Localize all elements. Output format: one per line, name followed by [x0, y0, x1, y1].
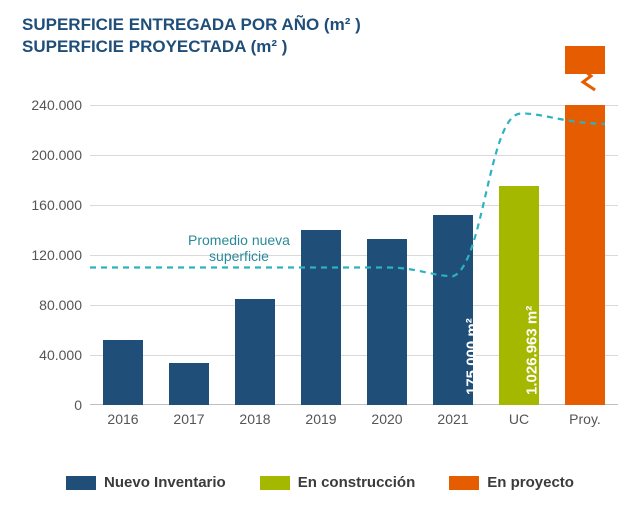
- bar-broken-top: [565, 46, 606, 74]
- x-tick-label: 2019: [305, 405, 336, 427]
- x-tick-label: 2018: [239, 405, 270, 427]
- y-tick-label: 200.000: [31, 147, 90, 163]
- legend-item-uc: En construcción: [260, 474, 416, 491]
- y-tick-label: 40.000: [39, 347, 90, 363]
- legend-swatch: [260, 476, 290, 490]
- x-tick-label: 2016: [107, 405, 138, 427]
- y-tick-label: 240.000: [31, 97, 90, 113]
- grid-line: [90, 105, 618, 106]
- y-tick-label: 160.000: [31, 197, 90, 213]
- title-line2: SUPERFICIE PROYECTADA (m² ): [22, 36, 618, 58]
- bar-value-label: 175.000 m²: [464, 318, 481, 395]
- legend: Nuevo Inventario En construcción En proy…: [0, 474, 640, 491]
- avg-label: Promedio nuevasuperficie: [169, 232, 309, 266]
- y-tick-label: 120.000: [31, 247, 90, 263]
- legend-item-nuevo: Nuevo Inventario: [66, 474, 226, 491]
- chart: 040.00080.000120.000160.000200.000240.00…: [90, 80, 618, 405]
- legend-label: En proyecto: [487, 474, 574, 491]
- legend-label: Nuevo Inventario: [104, 474, 226, 491]
- legend-swatch: [449, 476, 479, 490]
- bar-2020: [367, 239, 408, 405]
- x-tick-label: 2017: [173, 405, 204, 427]
- y-tick-label: 0: [74, 397, 90, 413]
- x-tick-label: 2021: [437, 405, 468, 427]
- bar-value-label: 1.026.963 m²: [523, 306, 540, 395]
- bar-2018: [235, 299, 276, 405]
- legend-item-proy: En proyecto: [449, 474, 574, 491]
- x-tick-label: UC: [509, 405, 529, 427]
- legend-swatch: [66, 476, 96, 490]
- x-tick-label: Proy.: [569, 405, 601, 427]
- legend-label: En construcción: [298, 474, 416, 491]
- bar-2017: [169, 363, 210, 406]
- bar-Proy.: 1.026.963 m²: [565, 105, 606, 405]
- y-tick-label: 80.000: [39, 297, 90, 313]
- grid-line: [90, 155, 618, 156]
- title-line1: SUPERFICIE ENTREGADA POR AÑO (m² ): [22, 14, 618, 36]
- bar-2016: [103, 340, 144, 405]
- x-tick-label: 2020: [371, 405, 402, 427]
